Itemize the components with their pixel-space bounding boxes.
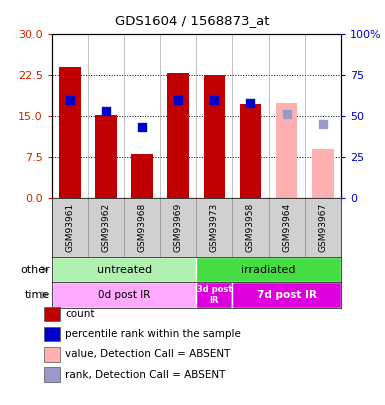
Point bbox=[248, 99, 254, 106]
Text: irradiated: irradiated bbox=[241, 264, 296, 275]
Point bbox=[175, 97, 181, 103]
Text: 0d post IR: 0d post IR bbox=[98, 290, 151, 300]
Text: rank, Detection Call = ABSENT: rank, Detection Call = ABSENT bbox=[65, 370, 226, 379]
Text: 7d post IR: 7d post IR bbox=[257, 290, 316, 300]
Text: count: count bbox=[65, 309, 95, 319]
Text: percentile rank within the sample: percentile rank within the sample bbox=[65, 329, 241, 339]
Bar bbox=[204, 75, 225, 198]
Text: GDS1604 / 1568873_at: GDS1604 / 1568873_at bbox=[115, 14, 270, 27]
Bar bbox=[59, 67, 81, 198]
Text: GSM93973: GSM93973 bbox=[210, 203, 219, 252]
Point bbox=[320, 121, 326, 128]
Bar bbox=[276, 102, 298, 198]
Point bbox=[103, 108, 109, 114]
Text: GSM93962: GSM93962 bbox=[102, 203, 110, 252]
Bar bbox=[196, 257, 341, 282]
Point bbox=[211, 97, 218, 103]
Text: GSM93958: GSM93958 bbox=[246, 203, 255, 252]
Bar bbox=[52, 282, 196, 308]
Bar bbox=[239, 104, 261, 198]
Text: GSM93969: GSM93969 bbox=[174, 203, 183, 252]
Bar bbox=[196, 282, 233, 308]
Text: GSM93961: GSM93961 bbox=[65, 203, 75, 252]
Point bbox=[67, 97, 73, 103]
Bar bbox=[52, 257, 196, 282]
Bar bbox=[167, 72, 189, 198]
Text: value, Detection Call = ABSENT: value, Detection Call = ABSENT bbox=[65, 350, 231, 359]
Text: other: other bbox=[20, 264, 50, 275]
Text: time: time bbox=[25, 290, 50, 300]
Text: 3d post
IR: 3d post IR bbox=[197, 286, 232, 305]
Bar bbox=[312, 149, 333, 198]
Point bbox=[283, 110, 290, 117]
Point bbox=[139, 124, 145, 130]
Bar bbox=[95, 115, 117, 198]
Text: GSM93964: GSM93964 bbox=[282, 203, 291, 252]
Text: GSM93967: GSM93967 bbox=[318, 203, 327, 252]
Text: untreated: untreated bbox=[97, 264, 152, 275]
Bar bbox=[131, 154, 153, 198]
Text: GSM93968: GSM93968 bbox=[138, 203, 147, 252]
Bar bbox=[233, 282, 341, 308]
